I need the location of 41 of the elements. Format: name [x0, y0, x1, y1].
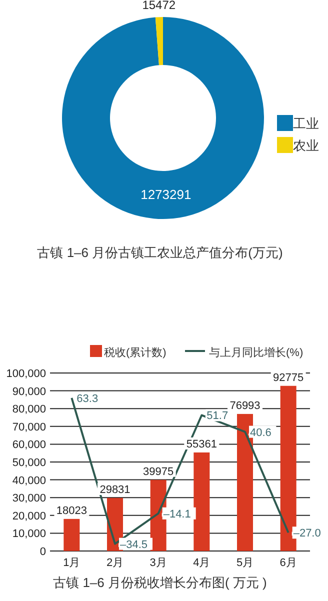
data-label: 39975 — [143, 466, 174, 478]
x-tick-label: 3月 — [150, 557, 167, 569]
y-tick-label: 50,000 — [12, 457, 46, 469]
x-tick-label: 6月 — [280, 557, 297, 569]
y-tick-label: 90,000 — [12, 386, 46, 398]
y-tick-label: 60,000 — [12, 439, 46, 452]
y-tick-label: 20,000 — [12, 510, 46, 522]
data-label: 51.7 — [206, 410, 228, 422]
data-label: 76993 — [230, 400, 260, 412]
legend-label: 税收(累计数) — [104, 346, 166, 359]
data-label: 63.3 — [76, 392, 98, 405]
y-tick-label: 80,000 — [12, 404, 46, 416]
x-tick-label: 1月 — [63, 557, 80, 569]
y-tick-label: 40,000 — [12, 474, 46, 487]
y-tick-label: 10,000 — [12, 528, 46, 540]
y-tick-label: 30,000 — [12, 492, 46, 505]
data-label: –14.1 — [163, 508, 191, 520]
text: 古镇 1–6 月份古镇工农业总产值分布(万元) — [37, 245, 283, 260]
y-tick-label: 0 — [40, 546, 46, 558]
legend-label: 与上月同比增长(%) — [209, 346, 304, 359]
bar — [194, 452, 210, 551]
legend-label: 工业 — [293, 116, 319, 131]
y-tick-label: 70,000 — [12, 421, 46, 434]
donut-slice — [62, 17, 264, 219]
data-label: 18023 — [56, 504, 87, 517]
x-tick-label: 5月 — [236, 557, 254, 569]
bar — [64, 518, 80, 551]
data-label: 40.6 — [250, 426, 272, 439]
text: 古镇 1–6 月份税收增长分布图( 万元 ) — [53, 575, 267, 590]
data-label: –27.0 — [293, 528, 321, 540]
legend-label: 农业 — [293, 138, 319, 153]
data-label: 1273291 — [140, 186, 192, 202]
data-label: 29831 — [100, 484, 130, 496]
data-label: –34.5 — [120, 538, 148, 551]
y-tick-label: 100,000 — [6, 368, 46, 380]
data-label: 92775 — [273, 372, 304, 384]
x-tick-label: 4月 — [193, 557, 210, 569]
data-label: 55361 — [186, 438, 217, 450]
donut-slice — [155, 17, 163, 66]
x-tick-label: 2月 — [106, 557, 124, 569]
data-label: 15472 — [142, 0, 176, 12]
